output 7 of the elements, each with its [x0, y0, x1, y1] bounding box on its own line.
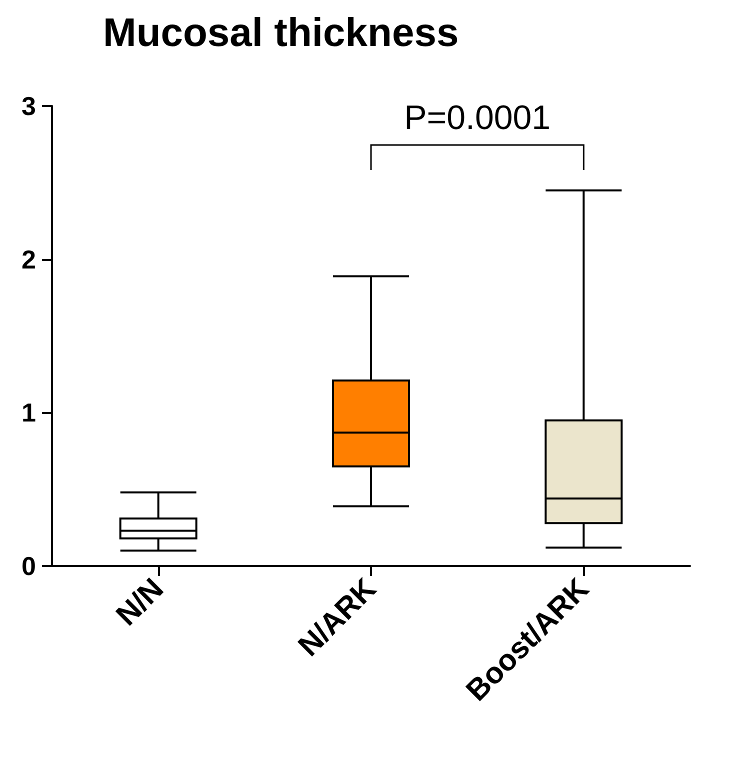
chart-title: Mucosal thickness: [103, 11, 459, 55]
annotation: P=0.0001: [404, 99, 551, 137]
y-tick-label: 3: [22, 91, 36, 121]
y-tick-label: 1: [22, 398, 36, 428]
y-tick-label: 2: [22, 244, 36, 274]
x-tick-label: N/N: [110, 572, 170, 632]
y-tick-label: 0: [22, 551, 36, 581]
